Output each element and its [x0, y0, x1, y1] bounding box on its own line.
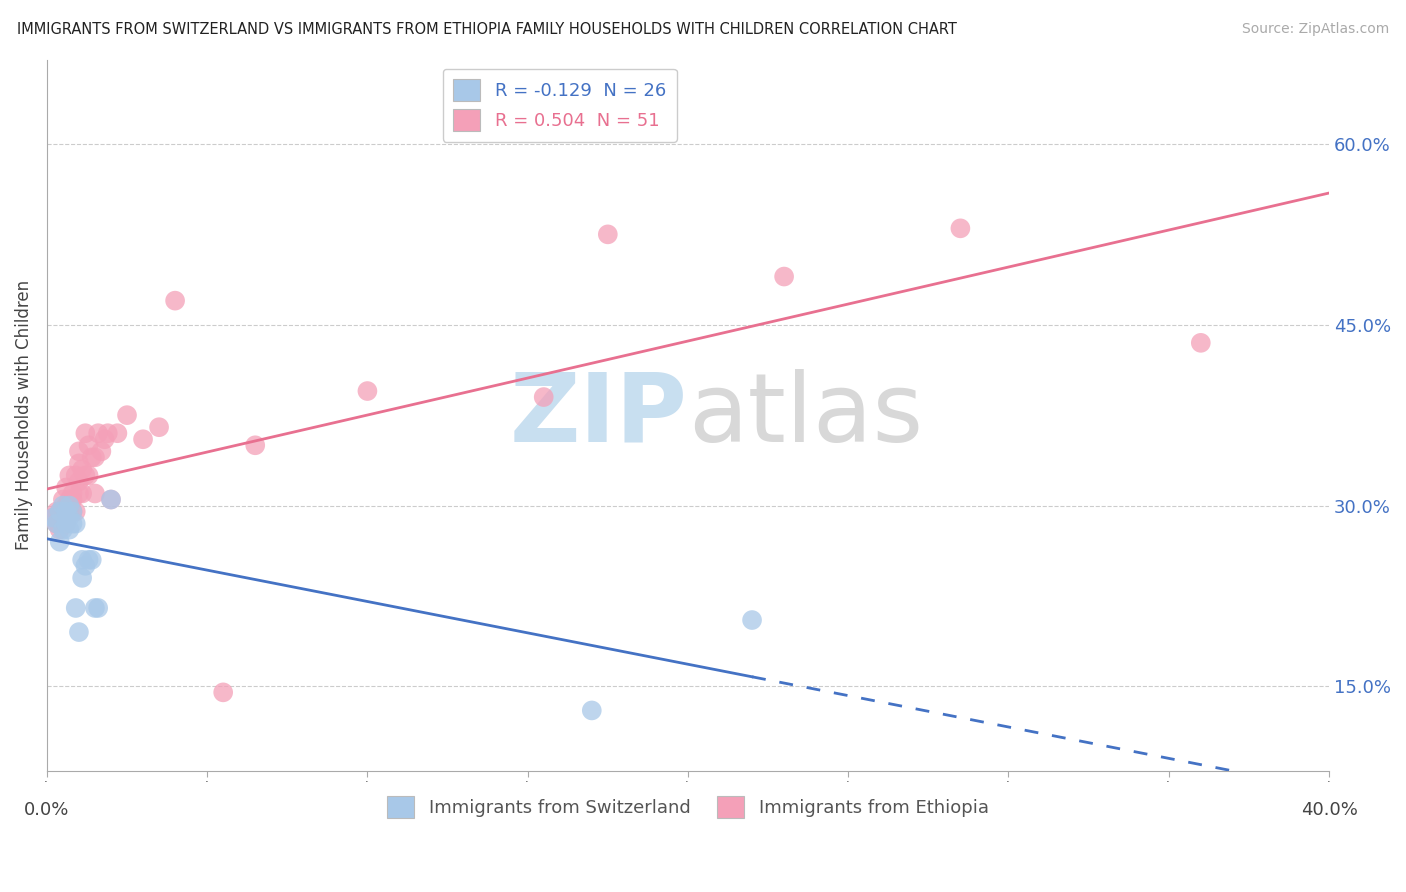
Point	[67, 444, 90, 458]
Point	[62, 492, 84, 507]
Point	[58, 492, 80, 507]
Point	[77, 438, 100, 452]
Point	[58, 510, 80, 524]
Point	[58, 505, 80, 519]
Point	[80, 450, 103, 465]
Point	[65, 601, 87, 615]
Text: 40.0%: 40.0%	[1301, 801, 1357, 819]
Text: atlas: atlas	[688, 368, 924, 462]
Y-axis label: Family Households with Children: Family Households with Children	[15, 280, 32, 550]
Point	[62, 486, 84, 500]
Point	[107, 426, 129, 441]
Point	[75, 426, 97, 441]
Point	[80, 553, 103, 567]
Point	[48, 505, 70, 519]
Point	[55, 516, 77, 531]
Point	[100, 492, 122, 507]
Point	[148, 420, 170, 434]
Point	[55, 480, 77, 494]
Point	[70, 553, 93, 567]
Point	[1189, 335, 1212, 350]
Point	[90, 444, 112, 458]
Point	[245, 438, 267, 452]
Point	[596, 227, 619, 242]
Legend: Immigrants from Switzerland, Immigrants from Ethiopia: Immigrants from Switzerland, Immigrants …	[380, 789, 995, 826]
Point	[58, 523, 80, 537]
Point	[949, 221, 972, 235]
Point	[45, 516, 67, 531]
Point	[70, 571, 93, 585]
Point	[48, 534, 70, 549]
Point	[48, 505, 70, 519]
Text: ZIP: ZIP	[510, 368, 688, 462]
Point	[45, 505, 67, 519]
Point	[581, 703, 603, 717]
Point	[62, 505, 84, 519]
Point	[65, 505, 87, 519]
Point	[533, 390, 555, 404]
Point	[52, 505, 75, 519]
Point	[356, 384, 378, 398]
Point	[48, 523, 70, 537]
Point	[45, 516, 67, 531]
Point	[67, 475, 90, 489]
Point	[165, 293, 187, 308]
Point	[62, 516, 84, 531]
Point	[65, 468, 87, 483]
Point	[42, 510, 65, 524]
Point	[52, 499, 75, 513]
Point	[67, 486, 90, 500]
Point	[55, 499, 77, 513]
Point	[55, 510, 77, 524]
Point	[52, 492, 75, 507]
Point	[67, 625, 90, 640]
Point	[84, 450, 107, 465]
Point	[65, 516, 87, 531]
Point	[84, 486, 107, 500]
Point	[212, 685, 235, 699]
Point	[42, 510, 65, 524]
Point	[77, 468, 100, 483]
Point	[58, 468, 80, 483]
Point	[52, 523, 75, 537]
Point	[75, 558, 97, 573]
Point	[87, 601, 110, 615]
Point	[55, 505, 77, 519]
Point	[55, 516, 77, 531]
Point	[84, 601, 107, 615]
Point	[62, 505, 84, 519]
Text: IMMIGRANTS FROM SWITZERLAND VS IMMIGRANTS FROM ETHIOPIA FAMILY HOUSEHOLDS WITH C: IMMIGRANTS FROM SWITZERLAND VS IMMIGRANT…	[17, 22, 956, 37]
Point	[70, 462, 93, 476]
Point	[97, 426, 120, 441]
Text: 0.0%: 0.0%	[24, 801, 69, 819]
Point	[58, 499, 80, 513]
Point	[77, 553, 100, 567]
Point	[115, 408, 138, 422]
Point	[75, 468, 97, 483]
Text: Source: ZipAtlas.com: Source: ZipAtlas.com	[1241, 22, 1389, 37]
Point	[93, 432, 115, 446]
Point	[100, 492, 122, 507]
Point	[773, 269, 796, 284]
Point	[70, 486, 93, 500]
Point	[87, 426, 110, 441]
Point	[132, 432, 155, 446]
Point	[67, 456, 90, 470]
Point	[52, 510, 75, 524]
Point	[741, 613, 763, 627]
